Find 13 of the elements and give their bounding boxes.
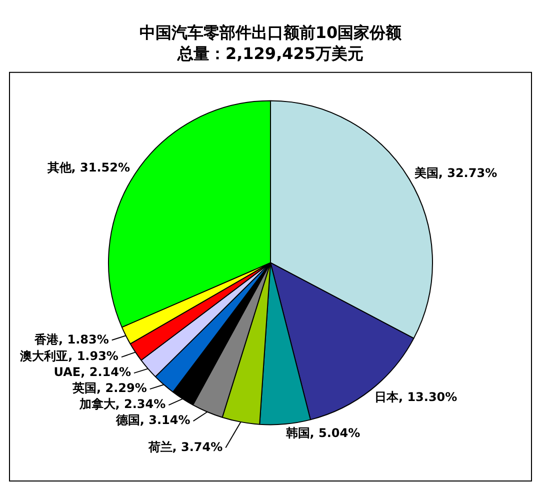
chart-subtitle: 总量：2,129,425万美元 [176,44,364,63]
slice-label: 其他, 31.52% [46,160,130,174]
slice-label: 香港, 1.83% [33,332,109,346]
slice-label: 日本, 13.30% [374,390,458,404]
slice-label: 加拿大, 2.34% [78,397,166,412]
slice-label: 英国, 2.29% [71,381,147,396]
slice-label: 荷兰, 3.74% [147,440,223,454]
slice-label: UAE, 2.14% [54,365,131,380]
slice-label: 德国, 3.14% [114,413,190,428]
slice-label: 澳大利亚, 1.93% [19,349,118,364]
slice-label: 美国, 32.73% [413,166,498,180]
slice-label: 韩国, 5.04% [284,426,360,440]
chart-title: 中国汽车零部件出口额前10国家份额 [139,22,403,42]
